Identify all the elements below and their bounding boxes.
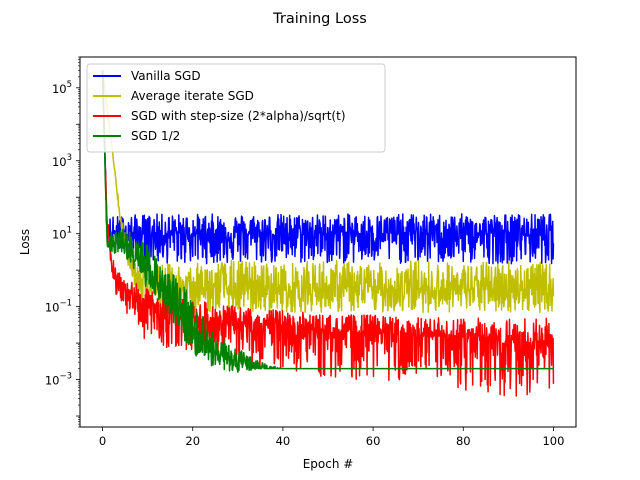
x-tick-label: 0 bbox=[99, 434, 106, 448]
x-tick-label: 100 bbox=[542, 434, 564, 448]
x-tick-label: 20 bbox=[185, 434, 200, 448]
series-line-1 bbox=[101, 70, 555, 265]
y-tick-label: 101 bbox=[52, 226, 72, 242]
y-axis-label: Loss bbox=[18, 229, 32, 255]
x-axis: 0 20 40 60 80 100 bbox=[99, 427, 564, 448]
x-axis-label: Epoch # bbox=[303, 457, 354, 471]
y-tick-label: 105 bbox=[52, 80, 72, 96]
series-line-4 bbox=[101, 70, 554, 373]
x-tick-label: 80 bbox=[456, 434, 471, 448]
y-tick-label: 103 bbox=[52, 153, 72, 169]
y-tick-label: 10−3 bbox=[45, 372, 72, 388]
legend-label-3: SGD with step-size (2*alpha)/sqrt(t) bbox=[131, 109, 346, 123]
x-tick-label: 60 bbox=[366, 434, 381, 448]
y-tick-label: 10−1 bbox=[45, 299, 72, 315]
legend-label-1: Vanilla SGD bbox=[131, 69, 201, 83]
legend-label-4: SGD 1/2 bbox=[131, 129, 180, 143]
series-line-3 bbox=[101, 70, 555, 397]
legend: Vanilla SGD Average iterate SGD SGD with s… bbox=[86, 63, 386, 153]
legend-label-2: Average iterate SGD bbox=[131, 89, 254, 103]
legend-box bbox=[86, 63, 386, 153]
series-layer bbox=[101, 70, 555, 397]
x-tick-label: 40 bbox=[276, 434, 291, 448]
y-axis: 10−3 10−1 101 103 105 bbox=[45, 56, 80, 428]
chart-title: Training Loss bbox=[272, 11, 367, 27]
